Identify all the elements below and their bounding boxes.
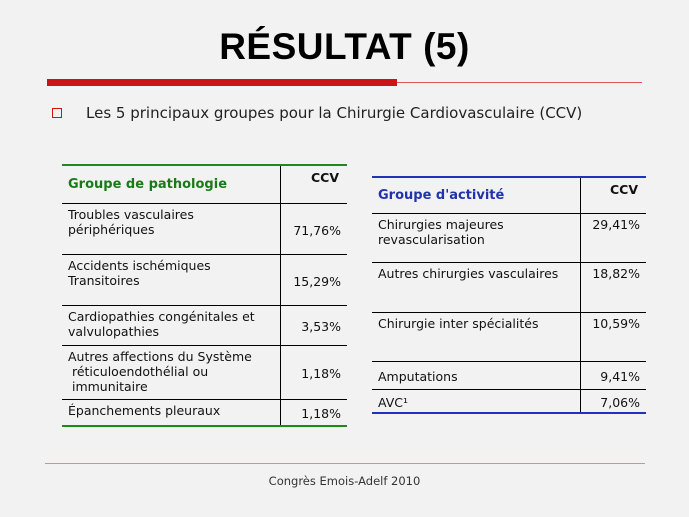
title-underline-thin (397, 82, 642, 83)
table-row-value: 71,76% (280, 202, 347, 254)
table-row-label: Cardiopathies congénitales et valvulopat… (62, 304, 281, 345)
pathology-table-header: Groupe de pathologie (68, 176, 228, 192)
bullet-item: Les 5 principaux groupes pour la Chirurg… (52, 104, 582, 122)
pathology-table: Groupe de pathologie CCV Troubles vascul… (62, 164, 347, 427)
table-row-value: 9,41% (580, 360, 646, 389)
table-row-label: Amputations (372, 360, 581, 389)
table-row-label: Troubles vasculaires périphériques (62, 202, 281, 254)
table-row-label: Autres chirurgies vasculaires (372, 261, 581, 312)
table-row-label: Épanchements pleuraux (62, 398, 281, 426)
table-row-value: 1,18% (280, 398, 347, 426)
pathology-ccv-header: CCV (280, 165, 347, 203)
table-row-label: Chirurgie inter spécialités (372, 311, 581, 361)
table-row-label: Accidents ischémiques Transitoires (62, 253, 281, 305)
table-row-label: Autres affections du Système réticuloend… (62, 344, 281, 399)
table-row-value: 29,41% (580, 212, 646, 262)
page-title: RÉSULTAT (5) (219, 26, 470, 67)
footer-text: Congrès Emois-Adelf 2010 (268, 474, 421, 488)
activity-table: Groupe d'activité CCV Chirurgies majeure… (372, 176, 646, 414)
activity-table-header: Groupe d'activité (378, 187, 505, 203)
table-row-value: 3,53% (280, 304, 347, 345)
square-bullet-icon (52, 108, 62, 118)
title-underline (47, 79, 397, 86)
table-row-value: 18,82% (580, 261, 646, 312)
table-row-value: 10,59% (580, 311, 646, 361)
table-row-label: Chirurgies majeures revascularisation (372, 212, 581, 262)
table-row-value: 15,29% (280, 253, 347, 305)
table-row-label: AVC¹ (372, 388, 581, 413)
footer-divider (45, 463, 645, 464)
bullet-text: Les 5 principaux groupes pour la Chirurg… (86, 104, 583, 122)
table-row-value: 7,06% (580, 388, 646, 413)
activity-ccv-header: CCV (580, 177, 646, 213)
table-row-value: 1,18% (280, 344, 347, 399)
